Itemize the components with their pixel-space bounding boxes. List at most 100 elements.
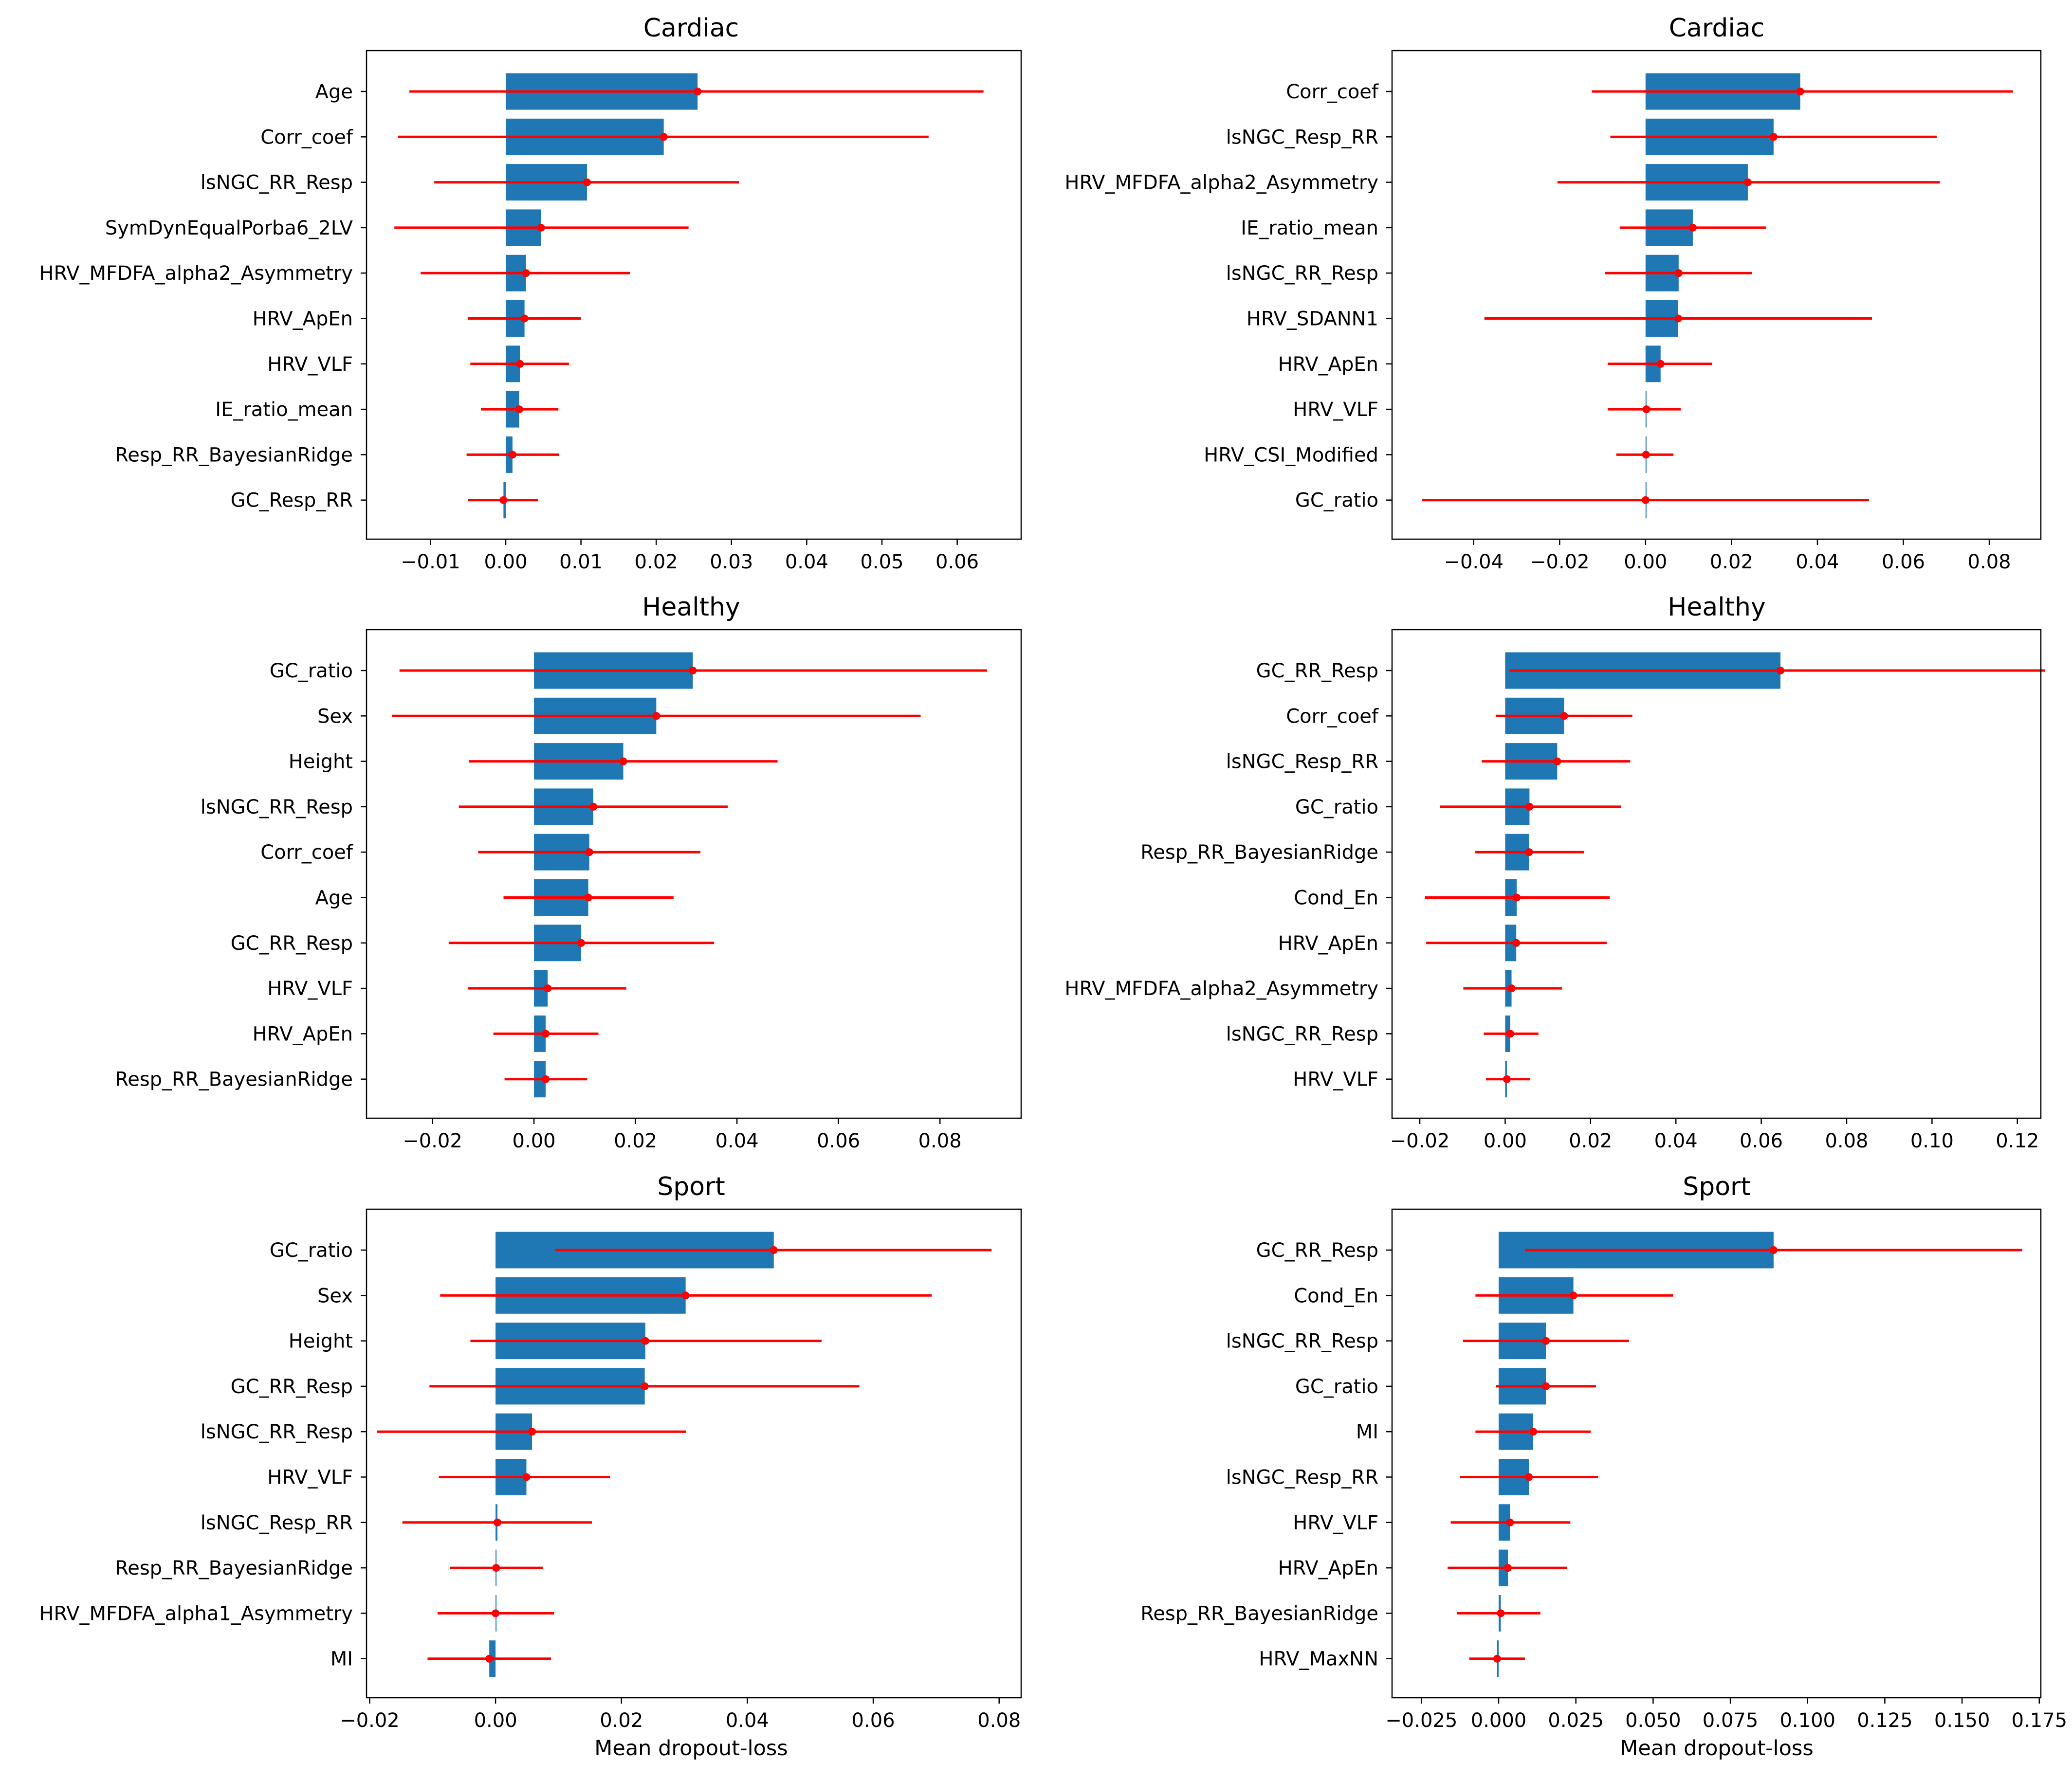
mean-point: [1769, 1246, 1778, 1254]
category-label: GC_ratio: [1295, 490, 1378, 512]
x-tick-label: −0.01: [401, 551, 460, 573]
plot-frame: [1391, 629, 2042, 1119]
mean-point: [522, 269, 530, 277]
mean-point: [1525, 1473, 1533, 1481]
category-label: MI: [1356, 1421, 1378, 1443]
category-label: SymDynEqualPorba6_2LV: [105, 217, 353, 239]
plot-frame: [366, 50, 1022, 540]
x-tick-label: 0.04: [726, 1709, 769, 1732]
category-label: Age: [315, 81, 353, 103]
mean-point: [542, 1075, 550, 1083]
mean-point: [1493, 1654, 1501, 1663]
mean-point: [492, 1609, 500, 1617]
mean-point: [537, 223, 545, 232]
category-label: Resp_RR_BayesianRidge: [1140, 1602, 1378, 1625]
category-label: GC_ratio: [1295, 796, 1378, 818]
category-label: HRV_VLF: [267, 1467, 353, 1489]
category-label: lsNGC_RR_Resp: [1226, 1023, 1378, 1045]
panel-healthy-right: Healthy GC_RR_Resp Corr_coef lsNGC_Resp_RR…: [1064, 593, 2045, 1152]
mean-point: [485, 1654, 494, 1663]
x-tick-label: 0.00: [513, 1130, 556, 1152]
category-label: Corr_coef: [260, 126, 353, 148]
mean-point: [1507, 984, 1516, 993]
category-label: lsNGC_RR_Resp: [201, 1421, 353, 1443]
x-axis-label: Mean dropout-loss: [594, 1736, 788, 1761]
mean-point: [1688, 223, 1697, 232]
x-tick-label: 0.00: [1484, 1130, 1527, 1152]
category-label: Cond_En: [1294, 887, 1378, 909]
category-label: lsNGC_Resp_RR: [1226, 751, 1378, 773]
x-tick-label: 0.02: [614, 1130, 657, 1152]
category-label: HRV_VLF: [267, 353, 353, 376]
x-tick-label: 0.04: [1654, 1130, 1698, 1152]
category-label: Corr_coef: [1286, 705, 1379, 727]
panel-title: Cardiac: [643, 14, 739, 43]
category-label: HRV_SDANN1: [1247, 308, 1378, 330]
mean-point: [1642, 405, 1650, 414]
x-tick-label: −0.02: [1390, 1130, 1450, 1152]
category-label: GC_ratio: [1295, 1376, 1378, 1398]
category-label: IE_ratio_mean: [1241, 217, 1378, 239]
category-label: Age: [315, 887, 353, 909]
plot-frame: [366, 629, 1022, 1119]
mean-point: [1743, 178, 1752, 186]
mean-point: [681, 1291, 690, 1300]
plot-frame: [366, 1208, 1022, 1699]
x-tick-label: 0.08: [918, 1130, 962, 1152]
category-label: HRV_VLF: [1293, 1512, 1378, 1534]
x-tick-label: 0.10: [1910, 1130, 1954, 1152]
mean-point: [494, 1518, 501, 1526]
mean-point: [1569, 1291, 1577, 1300]
mean-point: [508, 451, 516, 459]
x-tick-label: −0.02: [340, 1709, 400, 1732]
mean-point: [1542, 1337, 1550, 1345]
category-label: GC_ratio: [270, 1239, 353, 1262]
category-label: Cond_En: [1294, 1285, 1378, 1307]
mean-point: [1769, 133, 1778, 141]
category-label: Resp_RR_BayesianRidge: [115, 1557, 353, 1579]
category-label: lsNGC_Resp_RR: [1226, 126, 1378, 148]
x-tick-label: 0.03: [710, 551, 753, 573]
mean-point: [660, 133, 668, 141]
mean-point: [1656, 360, 1665, 368]
mean-point: [492, 1564, 500, 1572]
category-label: HRV_VLF: [1293, 399, 1378, 421]
x-tick-label: 0.000: [1471, 1709, 1527, 1732]
panel-sport-right: Sport Mean dropout-loss GC_RR_Resp Cond_E…: [1140, 1172, 2067, 1761]
x-tick-label: 0.06: [852, 1709, 895, 1732]
x-tick-label: 0.06: [1882, 551, 1925, 573]
mean-point: [1529, 1428, 1538, 1436]
mean-point: [515, 405, 523, 414]
category-label: HRV_ApEn: [1278, 932, 1378, 955]
mean-point: [583, 178, 591, 186]
category-label: Resp_RR_BayesianRidge: [115, 444, 353, 466]
mean-point: [1674, 269, 1683, 277]
plot-frame: [1391, 50, 2042, 540]
x-tick-label: 0.075: [1703, 1709, 1759, 1732]
mean-point: [1542, 1382, 1550, 1390]
mean-point: [1504, 1564, 1512, 1572]
category-label: Corr_coef: [260, 841, 353, 864]
x-tick-label: 0.08: [977, 1709, 1021, 1732]
category-label: HRV_MaxNN: [1259, 1648, 1378, 1670]
mean-point: [694, 88, 702, 95]
category-label: GC_RR_Resp: [1256, 1239, 1378, 1262]
category-label: MI: [330, 1648, 353, 1670]
x-tick-label: 0.06: [1740, 1130, 1783, 1152]
x-tick-label: 0.00: [1624, 551, 1667, 573]
mean-point: [1525, 848, 1533, 856]
mean-point: [1503, 1075, 1511, 1083]
category-label: Sex: [317, 1285, 353, 1307]
x-axis-label: Mean dropout-loss: [1620, 1736, 1813, 1761]
mean-point: [652, 712, 660, 720]
category-label: Resp_RR_BayesianRidge: [1140, 841, 1378, 864]
mean-point: [584, 893, 592, 902]
category-label: lsNGC_RR_Resp: [201, 172, 353, 194]
mean-point: [641, 1337, 649, 1345]
x-tick-label: 0.025: [1548, 1709, 1604, 1732]
category-label: Height: [289, 1330, 353, 1353]
mean-point: [619, 757, 627, 765]
panel-title: Healthy: [642, 593, 740, 622]
mean-point: [522, 1473, 531, 1481]
panel-title: Sport: [657, 1172, 725, 1201]
